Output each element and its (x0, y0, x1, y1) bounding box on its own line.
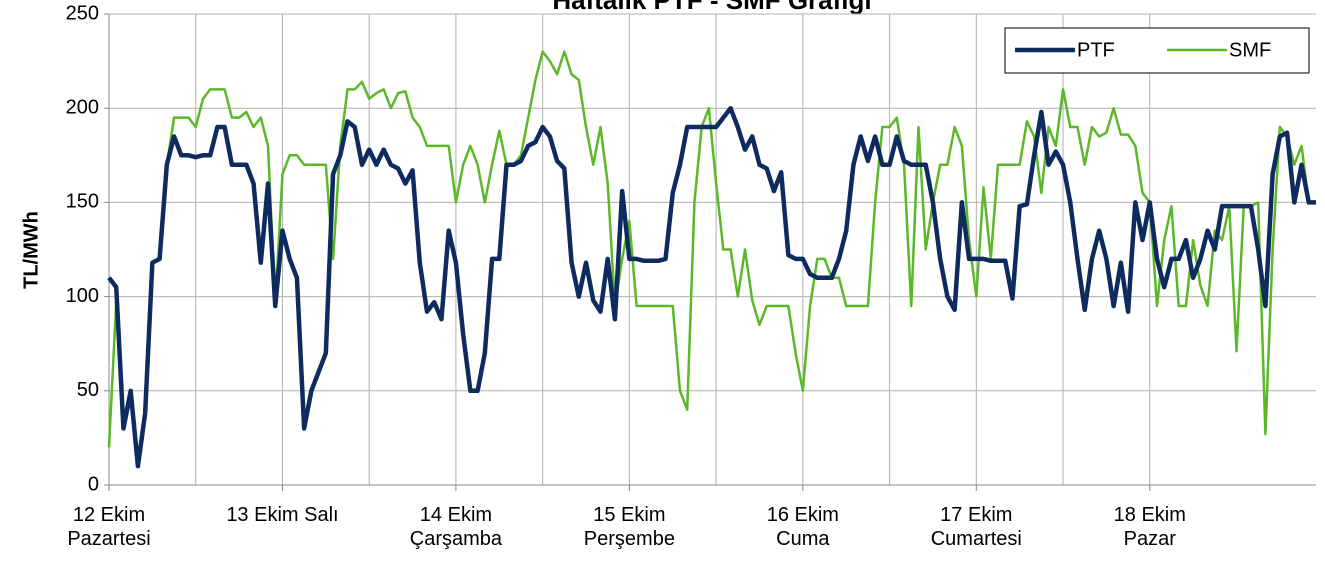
y-tick-label: 150 (66, 191, 99, 213)
legend-label: PTF (1077, 39, 1115, 61)
chart-title: Haftalık PTF - SMF Grafiği (552, 0, 871, 15)
legend-label: SMF (1229, 39, 1271, 61)
x-tick-label: 16 Ekim Cuma (766, 504, 839, 550)
y-axis-label: TL/MWh (20, 211, 42, 289)
x-tick-label: 18 Ekim Pazar (1113, 504, 1186, 550)
y-tick-label: 250 (66, 2, 99, 24)
x-tick-label: 13 Ekim Salı (226, 504, 339, 526)
x-tick-label: 12 Ekim Pazartesi (67, 504, 151, 550)
y-tick-label: 0 (88, 473, 99, 495)
line-series (107, 105, 1316, 469)
y-tick-label: 200 (66, 96, 99, 118)
x-tick-label: 15 Ekim Perşembe (583, 504, 675, 550)
x-tick-label: 17 Ekim Cumartesi (930, 504, 1022, 550)
y-tick-label: 100 (66, 285, 99, 307)
y-tick-label: 50 (77, 379, 99, 401)
line-series (107, 50, 1316, 468)
x-tick-label: 14 Ekim Çarşamba (409, 504, 503, 550)
